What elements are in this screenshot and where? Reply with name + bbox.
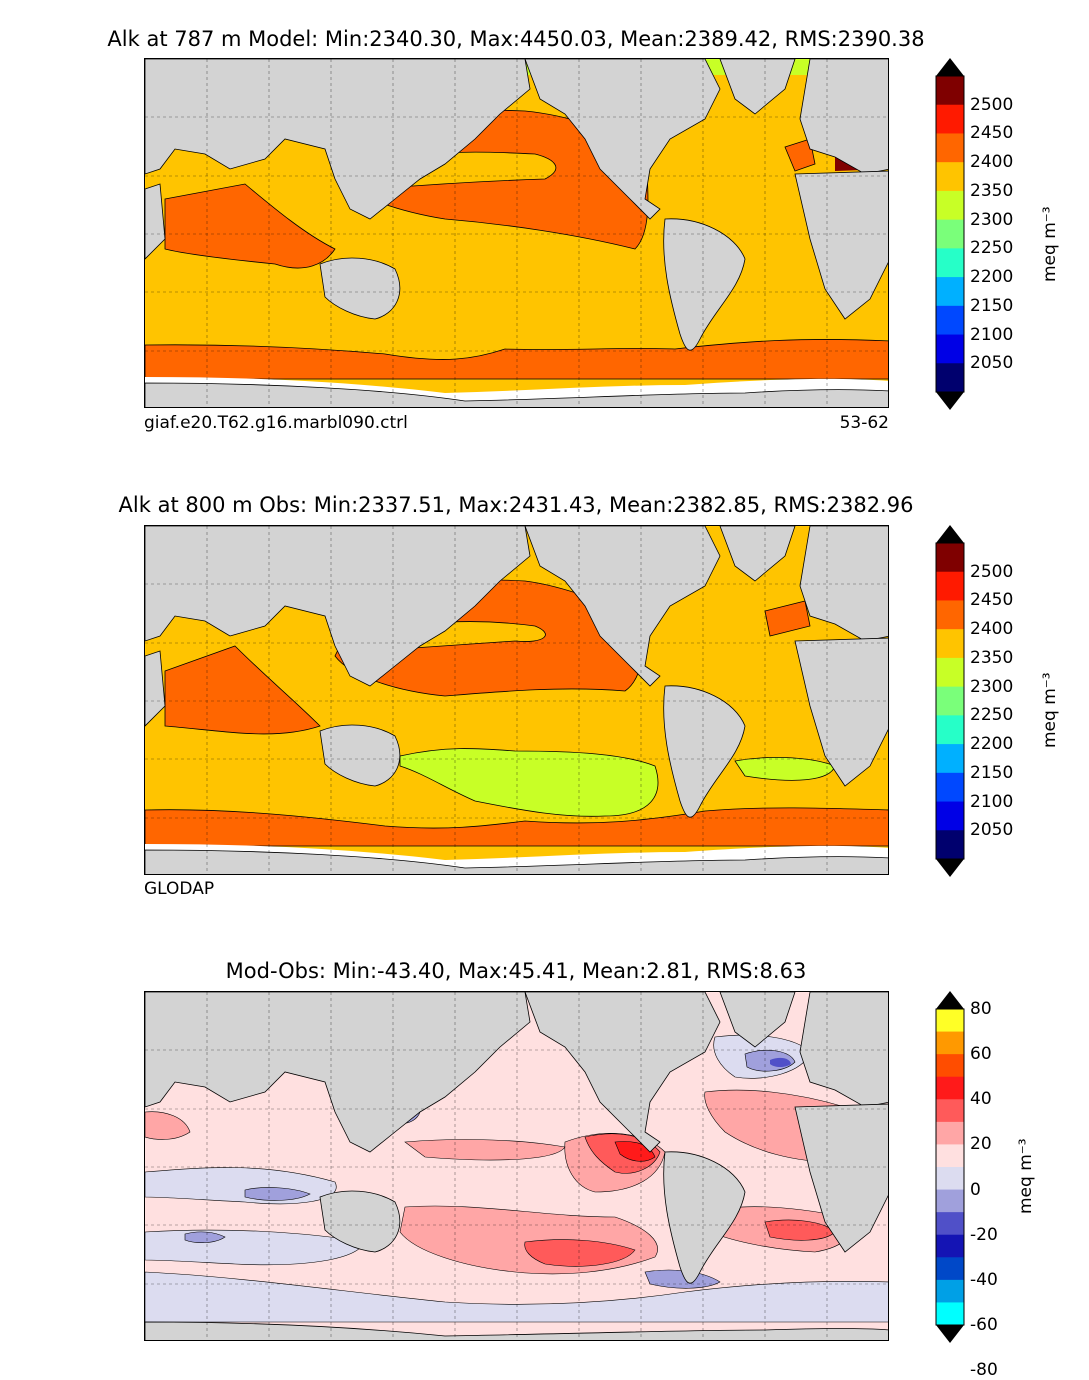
diff-title: Mod-Obs: Min:-43.40, Max:45.41, Mean:2.8… (225, 959, 807, 983)
colorbar-segment (936, 744, 964, 774)
colorbar-tick-label: 2200 (970, 267, 1014, 288)
colorbar-tick-label: -40 (970, 1269, 998, 1290)
model-colorbar-unit: meq m⁻³ (1040, 206, 1060, 282)
colorbar-tick-label: 2500 (970, 94, 1014, 115)
colorbar-segment (936, 1167, 964, 1191)
colorbar-tick-label: 2250 (970, 238, 1014, 259)
colorbar-segment (936, 334, 964, 364)
colorbar-segment (936, 104, 964, 134)
model-title: Alk at 787 m Model: Min:2340.30, Max:445… (107, 27, 925, 51)
colorbar-segment (936, 686, 964, 716)
colorbar-segment (936, 305, 964, 336)
colorbar-tick-label: -20 (970, 1224, 998, 1245)
diff-map (144, 991, 889, 1341)
colorbar-tick-label: 40 (970, 1089, 992, 1110)
colorbar-over-triangle (936, 58, 964, 76)
colorbar-tick-label: -80 (970, 1360, 998, 1380)
colorbar-tick-label: 2150 (970, 295, 1014, 316)
obs-title: Alk at 800 m Obs: Min:2337.51, Max:2431.… (118, 493, 914, 517)
colorbar-segment (936, 1009, 964, 1033)
colorbar-segment (936, 600, 964, 630)
model-run-name: giaf.e20.T62.g16.marbl090.ctrl (144, 413, 408, 433)
colorbar-segment (936, 219, 964, 249)
colorbar-segment (936, 1302, 964, 1326)
colorbar-under-triangle (936, 392, 964, 410)
colorbar-tick-label: 20 (970, 1134, 992, 1155)
colorbar-over-triangle (936, 991, 964, 1009)
colorbar-tick-label: 2400 (970, 619, 1014, 640)
colorbar-tick-label: 2250 (970, 705, 1014, 726)
colorbar-segment (936, 571, 964, 601)
colorbar-segment (936, 1144, 964, 1168)
colorbar-tick-label: 2200 (970, 734, 1014, 755)
colorbar-segment (936, 543, 964, 573)
colorbar-segment (936, 772, 964, 803)
obs-colorbar (935, 525, 965, 877)
colorbar-tick-label: 2450 (970, 590, 1014, 611)
colorbar-tick-label: 2050 (970, 353, 1014, 374)
colorbar-tick-label: 2300 (970, 676, 1014, 697)
colorbar-tick-label: 2100 (970, 324, 1014, 345)
diff-colorbar (935, 991, 965, 1343)
colorbar-segment (936, 715, 964, 745)
colorbar-segment (936, 76, 964, 106)
colorbar-segment (936, 1234, 964, 1258)
colorbar-segment (936, 1121, 964, 1145)
colorbar-segment (936, 1189, 964, 1213)
colorbar-segment (936, 629, 964, 659)
colorbar-tick-label: 2100 (970, 791, 1014, 812)
colorbar-over-triangle (936, 525, 964, 543)
colorbar-tick-label: 2150 (970, 762, 1014, 783)
colorbar-tick-label: 2500 (970, 561, 1014, 582)
colorbar-tick-label: 2400 (970, 152, 1014, 173)
colorbar-segment (936, 248, 964, 278)
model-colorbar (935, 58, 965, 410)
colorbar-tick-label: 60 (970, 1044, 992, 1065)
colorbar-tick-label: -60 (970, 1315, 998, 1335)
obs-map (144, 525, 889, 875)
colorbar-segment (936, 1279, 964, 1303)
obs-source: GLODAP (144, 879, 215, 899)
colorbar-segment (936, 162, 964, 192)
colorbar-segment (936, 1031, 964, 1055)
diff-colorbar-unit: meq m⁻³ (1016, 1138, 1036, 1214)
colorbar-segment (936, 1099, 964, 1123)
colorbar-segment (936, 1054, 964, 1078)
colorbar-tick-label: 2350 (970, 647, 1014, 668)
colorbar-segment (936, 1212, 964, 1236)
colorbar-tick-label: 0 (970, 1179, 981, 1200)
colorbar-tick-label: 2350 (970, 180, 1014, 201)
colorbar-tick-label: 2450 (970, 123, 1014, 144)
model-map (144, 58, 889, 408)
colorbar-segment (936, 830, 964, 860)
colorbar-segment (936, 190, 964, 221)
colorbar-under-triangle (936, 1325, 964, 1343)
colorbar-segment (936, 363, 964, 393)
colorbar-segment (936, 657, 964, 688)
colorbar-tick-label: 80 (970, 999, 992, 1019)
model-year-range: 53-62 (839, 413, 889, 433)
colorbar-tick-label: 2300 (970, 209, 1014, 230)
obs-colorbar-unit: meq m⁻³ (1040, 672, 1060, 748)
colorbar-segment (936, 277, 964, 307)
colorbar-tick-label: 2050 (970, 820, 1014, 841)
colorbar-segment (936, 1257, 964, 1281)
colorbar-under-triangle (936, 859, 964, 877)
colorbar-segment (936, 1076, 964, 1100)
colorbar-segment (936, 133, 964, 163)
colorbar-segment (936, 801, 964, 831)
